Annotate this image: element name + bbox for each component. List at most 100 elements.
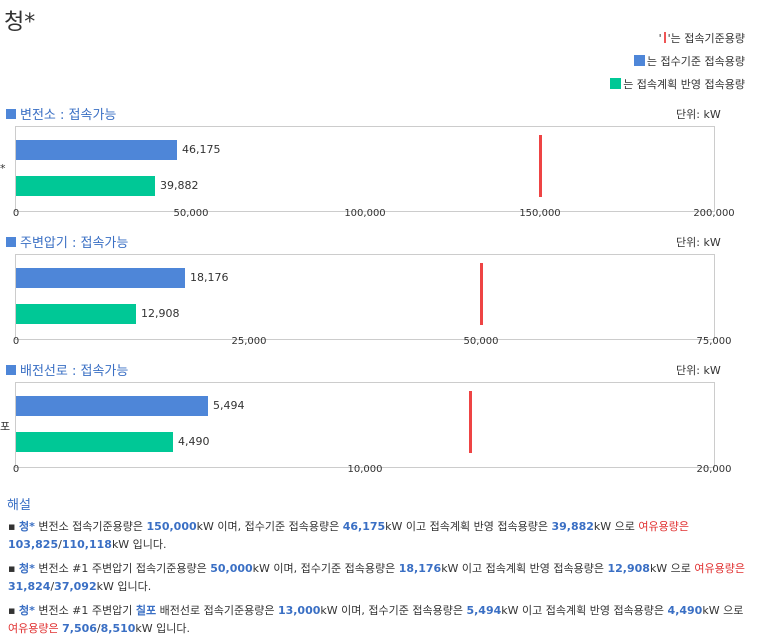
transformer-tick-label: 25,000 bbox=[231, 336, 267, 347]
text: kW 으로 bbox=[649, 562, 695, 575]
substation-chart-title-text: 변전소 : 접속가능 bbox=[20, 108, 117, 123]
substation-tick-label: 200,000 bbox=[693, 208, 735, 219]
transformer-capacity-marker bbox=[480, 263, 483, 325]
slash: / bbox=[96, 622, 101, 635]
text: 변전소 #1 주변압기 bbox=[34, 604, 136, 617]
transformer-planned-bar bbox=[16, 304, 136, 324]
bullet: ▪ bbox=[8, 520, 19, 533]
spare-value-a: 7,506 bbox=[62, 622, 97, 635]
section-square-icon bbox=[6, 365, 16, 375]
planned-value: 4,490 bbox=[667, 604, 703, 617]
received-value: 5,494 bbox=[466, 604, 502, 617]
bullet: ▪ bbox=[8, 604, 19, 617]
substation-chart-title: 변전소 : 접속가능 bbox=[6, 104, 116, 123]
transformer-unit-label: 단위: kW bbox=[676, 236, 721, 249]
transformer-planned-value: 12,908 bbox=[141, 307, 180, 320]
line-side-label: 포 bbox=[0, 420, 11, 433]
substation-capacity-marker bbox=[539, 135, 542, 197]
page-title: 청* bbox=[4, 10, 36, 35]
line-chart-title: 배전선로 : 접속가능 bbox=[6, 360, 128, 379]
transformer-chart-title-text: 주변압기 : 접속가능 bbox=[20, 236, 129, 251]
text: kW 이며, 접수기준 접속용량은 bbox=[252, 562, 399, 575]
line-name: 칠포 bbox=[135, 604, 157, 617]
text: kW 입니다. bbox=[135, 622, 191, 635]
spare-label: 여유용량은 bbox=[8, 622, 59, 635]
transformer-received-bar bbox=[16, 268, 185, 288]
text: kW 이고 접속계획 반영 접속용량은 bbox=[385, 520, 552, 533]
explain-paragraph-transformer: ▪ 청* 변전소 #1 주변압기 접속기준용량은 50,000kW 이며, 접수… bbox=[8, 560, 748, 596]
legend-quote-close: ' bbox=[667, 32, 671, 45]
transformer-tick-label: 75,000 bbox=[696, 336, 732, 347]
spare-value-b: 8,510 bbox=[100, 622, 136, 635]
substation-planned-value: 39,882 bbox=[160, 179, 199, 192]
text: kW 으로 bbox=[702, 604, 744, 617]
legend-quote-open: ' bbox=[658, 32, 662, 45]
substation-side-label: * bbox=[0, 162, 6, 175]
spare-value-a: 31,824 bbox=[8, 580, 51, 593]
text: kW 이고 접속계획 반영 접속용량은 bbox=[501, 604, 668, 617]
received-value: 18,176 bbox=[398, 562, 442, 575]
line-capacity-marker bbox=[469, 391, 472, 453]
legend-received: 는 접수기준 접속용량 bbox=[633, 53, 745, 69]
planned-value: 39,882 bbox=[551, 520, 594, 533]
section-square-icon bbox=[6, 109, 16, 119]
text: 배전선로 접속기준용량은 bbox=[156, 604, 278, 617]
line-planned-value: 4,490 bbox=[178, 435, 210, 448]
legend-planned: 는 접속계획 반영 접속용량 bbox=[610, 76, 745, 92]
capacity-marker-icon bbox=[663, 32, 666, 43]
substation-bar-chart: 46,175 39,882 bbox=[15, 126, 715, 212]
spare-value-b: 37,092 bbox=[54, 580, 97, 593]
line-received-value: 5,494 bbox=[213, 399, 245, 412]
received-value: 46,175 bbox=[342, 520, 386, 533]
substation-name: 청* bbox=[18, 604, 35, 617]
line-bar-chart: 5,494 4,490 bbox=[15, 382, 715, 468]
transformer-bar-chart: 18,176 12,908 bbox=[15, 254, 715, 340]
substation-tick-label: 150,000 bbox=[519, 208, 561, 219]
text: kW 이고 접속계획 반영 접속용량은 bbox=[441, 562, 608, 575]
substation-tick-label: 50,000 bbox=[173, 208, 209, 219]
line-planned-bar bbox=[16, 432, 173, 452]
spare-value-b: 110,118 bbox=[61, 538, 112, 551]
section-square-icon bbox=[6, 237, 16, 247]
transformer-tick-label: 0 bbox=[12, 336, 20, 347]
capacity-value: 13,000 bbox=[277, 604, 321, 617]
slash: / bbox=[58, 538, 62, 551]
substation-name: 청* bbox=[18, 562, 35, 575]
transformer-tick-label: 50,000 bbox=[463, 336, 499, 347]
text: kW 입니다. bbox=[111, 538, 167, 551]
spare-value-a: 103,825 bbox=[8, 538, 59, 551]
text: kW 으로 bbox=[593, 520, 639, 533]
spare-label: 여유용량은 bbox=[638, 520, 689, 533]
explain-paragraph-substation: ▪ 청* 변전소 접속기준용량은 150,000kW 이며, 접수기준 접속용량… bbox=[8, 518, 748, 554]
line-received-bar bbox=[16, 396, 208, 416]
slash: / bbox=[50, 580, 55, 593]
line-unit-label: 단위: kW bbox=[676, 364, 721, 377]
substation-unit-label: 단위: kW bbox=[676, 108, 721, 121]
legend-capacity-label: 는 접속기준용량 bbox=[670, 32, 745, 45]
line-chart-title-text: 배전선로 : 접속가능 bbox=[20, 364, 129, 379]
text: 변전소 접속기준용량은 bbox=[34, 520, 147, 533]
bullet: ▪ bbox=[8, 562, 19, 575]
line-tick-label: 20,000 bbox=[696, 464, 732, 475]
text: kW 입니다. bbox=[96, 580, 152, 593]
line-tick-label: 10,000 bbox=[347, 464, 383, 475]
substation-name: 청* bbox=[18, 520, 35, 533]
capacity-value: 150,000 bbox=[146, 520, 197, 533]
legend-capacity: ' '는 접속기준용량 bbox=[659, 30, 745, 46]
legend-planned-label: 는 접속계획 반영 접속용량 bbox=[623, 78, 745, 91]
transformer-chart-title: 주변압기 : 접속가능 bbox=[6, 232, 128, 251]
received-swatch-icon bbox=[633, 55, 645, 66]
substation-tick-label: 0 bbox=[12, 208, 20, 219]
text: 변전소 #1 주변압기 접속기준용량은 bbox=[34, 562, 211, 575]
substation-received-value: 46,175 bbox=[182, 143, 221, 156]
line-tick-label: 0 bbox=[12, 464, 20, 475]
text: kW 이며, 접수기준 접속용량은 bbox=[196, 520, 343, 533]
capacity-value: 50,000 bbox=[210, 562, 253, 575]
spare-label: 여유용량은 bbox=[694, 562, 746, 575]
planned-value: 12,908 bbox=[607, 562, 650, 575]
explain-paragraph-line: ▪ 청* 변전소 #1 주변압기 칠포 배전선로 접속기준용량은 13,000 k… bbox=[8, 602, 748, 638]
substation-planned-bar bbox=[16, 176, 155, 196]
substation-tick-label: 100,000 bbox=[344, 208, 386, 219]
substation-received-bar bbox=[16, 140, 177, 160]
planned-swatch-icon bbox=[610, 78, 622, 89]
